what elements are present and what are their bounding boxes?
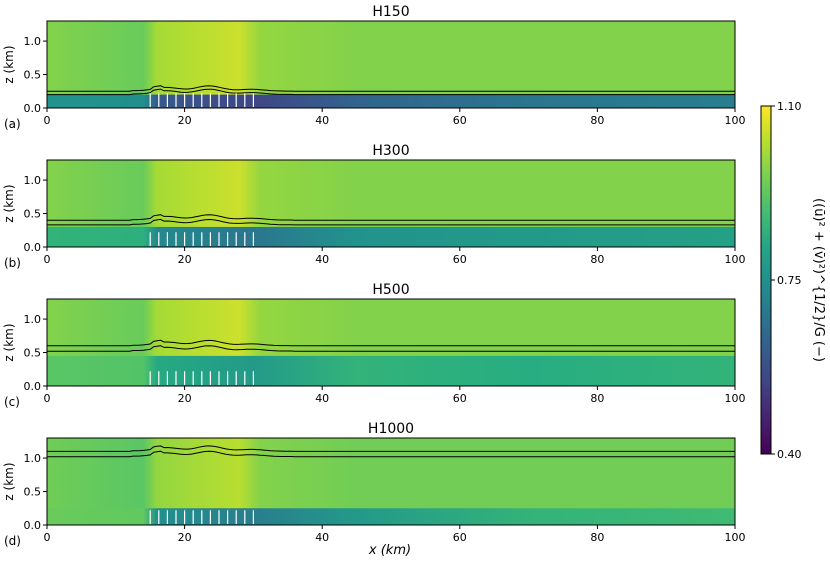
- x-tick-label: 40: [315, 531, 329, 544]
- contour-line: [47, 218, 735, 226]
- panel-title: H300: [372, 143, 409, 159]
- x-tick-label: 0: [44, 114, 51, 127]
- x-axis-label: x (km): [368, 543, 411, 558]
- x-tick-label: 20: [178, 531, 192, 544]
- x-tick-label: 80: [590, 253, 604, 266]
- panel-letter: (a): [4, 117, 21, 131]
- y-axis-label: z (km): [2, 323, 16, 361]
- x-tick-label: 60: [453, 531, 467, 544]
- y-axis-label: z (km): [2, 462, 16, 500]
- x-tick-label: 40: [315, 114, 329, 127]
- x-tick-label: 0: [44, 531, 51, 544]
- panel-letter: (c): [4, 395, 20, 409]
- x-tick-label: 80: [590, 114, 604, 127]
- x-tick-label: 60: [453, 253, 467, 266]
- x-tick-label: 40: [315, 253, 329, 266]
- axes-frame: [46, 437, 736, 526]
- panel-h300: H300 0.0 0.5 1.0 z (km) 0 20 40 60 80 100 (b): [2, 143, 746, 270]
- x-tick-label: 100: [725, 392, 746, 405]
- x-tick-label: 100: [725, 114, 746, 127]
- y-tick-label: 0.0: [24, 380, 42, 393]
- x-tick-label: 60: [453, 392, 467, 405]
- y-tick-label: 1.0: [24, 452, 42, 465]
- y-axis-label: z (km): [2, 184, 16, 222]
- x-tick-label: 20: [178, 253, 192, 266]
- contour-line: [47, 85, 735, 92]
- axes-frame: [46, 298, 736, 387]
- y-tick-label: 0.0: [24, 241, 42, 254]
- colorbar-tick-label: 1.10: [777, 100, 802, 113]
- panel-h150: H150 0.0 0.5 1.0 z (km) 0 20 40 60 80 100 (a): [2, 4, 746, 131]
- y-tick-label: 1.0: [24, 35, 42, 48]
- x-tick-label: 80: [590, 531, 604, 544]
- x-tick-label: 0: [44, 253, 51, 266]
- x-tick-label: 0: [44, 392, 51, 405]
- x-tick-label: 20: [178, 114, 192, 127]
- field-lower: [47, 355, 735, 386]
- x-tick-label: 100: [725, 531, 746, 544]
- panel-title: H150: [372, 4, 409, 20]
- colorbar: 1.10 0.75 0.40 ((ū)² + (v̄)²)^{1/2}/G (−): [760, 100, 826, 461]
- contour-line: [47, 214, 735, 221]
- y-tick-label: 0.0: [24, 102, 42, 115]
- contour-line: [47, 339, 735, 347]
- x-tick-label: 100: [725, 253, 746, 266]
- x-tick-label: 80: [590, 392, 604, 405]
- panel-letter: (d): [4, 534, 21, 548]
- y-tick-label: 0.5: [24, 208, 42, 221]
- y-tick-label: 1.0: [24, 174, 42, 187]
- panel-title: H500: [372, 282, 409, 298]
- panel-h500: H500 0.0 0.5 1.0 z (km) 0 20 40 60 80 100 (c): [2, 282, 746, 409]
- y-tick-label: 0.5: [24, 486, 42, 499]
- y-tick-label: 1.0: [24, 313, 42, 326]
- x-tick-label: 60: [453, 114, 467, 127]
- contour-line: [47, 88, 735, 96]
- contour-line: [47, 445, 735, 452]
- contour-line: [47, 345, 735, 352]
- panel-letter: (b): [4, 256, 21, 270]
- colorbar-tick-label: 0.40: [777, 448, 802, 461]
- field-upper: [47, 21, 735, 108]
- colorbar-tick-label: 0.75: [777, 274, 802, 287]
- x-tick-label: 40: [315, 392, 329, 405]
- axes-frame: [46, 20, 736, 109]
- panel-title: H1000: [368, 421, 414, 437]
- y-tick-label: 0.0: [24, 519, 42, 532]
- x-tick-label: 20: [178, 392, 192, 405]
- y-tick-label: 0.5: [24, 347, 42, 360]
- panel-h1000: H1000 0.0 0.5 1.0 z (km) 0 20 40 60 80 100 (d): [2, 421, 746, 548]
- y-tick-label: 0.5: [24, 69, 42, 82]
- panels: H150 0.0 0.5 1.0 z (km) 0 20 40 60 80 100 (a) H300 0.…: [2, 4, 746, 548]
- colorbar-label: ((ū)² + (v̄)²)^{1/2}/G (−): [811, 198, 826, 362]
- y-axis-label: z (km): [2, 45, 16, 83]
- colorbar-gradient: [760, 105, 772, 455]
- axes-frame: [46, 159, 736, 248]
- contour-line: [47, 450, 735, 458]
